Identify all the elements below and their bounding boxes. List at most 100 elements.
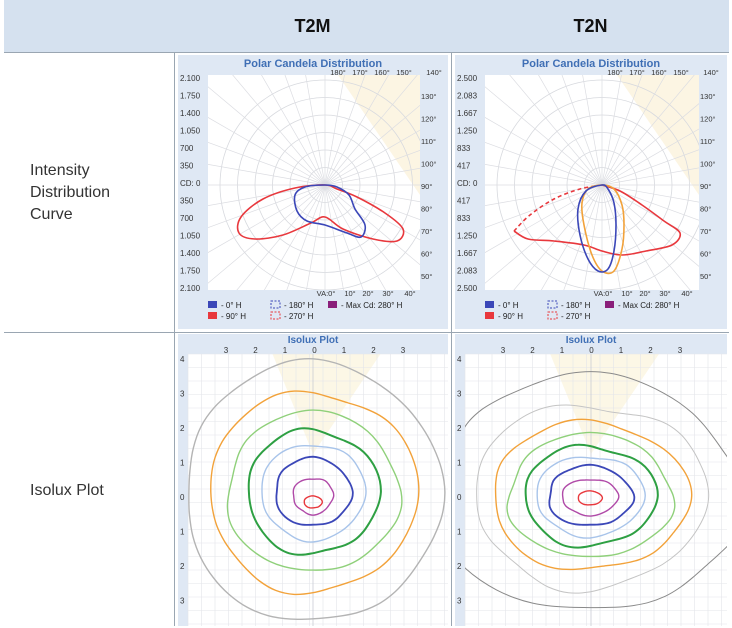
legend-swatch-maxcd — [605, 301, 614, 308]
isolux-left-tick: 2 — [457, 562, 462, 571]
isolux-left-tick: 3 — [457, 390, 462, 399]
polar-angle-label: 70° — [421, 227, 432, 236]
isolux-left-tick: 2 — [457, 424, 462, 433]
polar-legend: - 0° H - 90° H - 180° H - 270° H - Max Cd: 2… — [485, 300, 680, 321]
isolux-left-tick: 1 — [457, 459, 462, 468]
polar-grid-spoke — [485, 184, 603, 253]
intensity-row-label: Intensity Distribution Curve — [4, 160, 174, 226]
polar-grid-spoke — [324, 167, 420, 186]
legend-label-maxcd: - Max Cd: 280° H — [618, 301, 680, 310]
polar-angle-label: 100° — [421, 160, 437, 169]
polar-grid-spoke — [601, 184, 699, 267]
polar-grid-spoke — [563, 184, 603, 290]
polar-grid-spoke — [485, 184, 603, 228]
isolux-left-tick: 0 — [180, 493, 185, 502]
isolux-top-tick: 1 — [619, 346, 624, 355]
row-divider — [4, 52, 729, 53]
polar-grid-spoke — [601, 184, 699, 221]
polar-angle-label: 80° — [421, 205, 432, 214]
polar-angle-label: 170° — [629, 68, 645, 77]
polar-curves — [513, 184, 682, 275]
polar-wash — [338, 75, 420, 195]
isolux-top-tick: 0 — [312, 346, 317, 355]
polar-grid-spoke — [324, 104, 420, 186]
polar-grid-spoke — [601, 184, 621, 290]
isolux-top-tick: 1 — [342, 346, 347, 355]
polar-angle-label: 70° — [700, 227, 711, 236]
polar-tick-label: 2.100 — [180, 284, 201, 293]
polar-grid-spoke — [540, 184, 603, 290]
polar-tick-label: 2.500 — [457, 74, 478, 83]
polar-angle-label: 120° — [700, 115, 716, 124]
comparison-table: T2M T2N Intensity Distribution Curve Iso… — [4, 0, 729, 626]
isolux-left-tick: 1 — [457, 528, 462, 537]
polar-grid-spoke — [583, 184, 603, 290]
polar-grid-spoke — [208, 184, 326, 228]
polar-grid-spoke — [232, 75, 326, 186]
legend-label-maxcd: - Max Cd: 280° H — [341, 301, 403, 310]
polar-angle-label: 30° — [382, 289, 393, 298]
polar-panel-t2n: Polar Candela Distribution 2.500 2.083 1.66… — [455, 55, 727, 329]
polar-tick-label: 1.400 — [180, 249, 201, 258]
polar-grid-spoke — [324, 75, 345, 186]
contour-green — [524, 443, 659, 549]
polar-angle-label: 180° — [330, 68, 346, 77]
polar-grid-spoke — [485, 86, 603, 186]
contour-light-blue — [536, 456, 646, 539]
isolux-top-tick: 3 — [501, 346, 506, 355]
legend-label-270h: - 270° H — [284, 312, 314, 321]
polar-grid-spoke — [601, 184, 699, 242]
legend-label-180h: - 180° H — [284, 301, 314, 310]
isolux-contours — [465, 371, 727, 609]
polar-tick-label: 1.050 — [180, 126, 201, 135]
polar-grid-spoke — [306, 184, 326, 290]
isolux-title: Isolux Plot — [288, 335, 339, 346]
contour-blue — [275, 455, 354, 526]
polar-grid-spoke — [601, 184, 699, 203]
polar-tick-label: 1.250 — [457, 231, 478, 240]
isolux-panel-t2n: Isolux Plot 3 2 1 0 1 2 3 4 3 2 1 0 1 2 3 — [455, 334, 727, 626]
polar-angle-label: 140° — [703, 68, 719, 77]
contour-gray — [188, 358, 446, 621]
polar-grid-spoke — [286, 184, 326, 290]
isolux-top-tick: 3 — [678, 346, 683, 355]
contour-green — [247, 427, 382, 556]
polar-angle-label: 50° — [700, 272, 711, 281]
polar-angle-label: VA:0° — [594, 289, 613, 298]
contour-red — [577, 490, 604, 506]
contour-light-green — [506, 431, 676, 558]
polar-tick-label: 2.083 — [457, 91, 478, 100]
header-t2m: T2M — [294, 16, 331, 36]
isolux-left-tick: 4 — [457, 355, 462, 364]
polar-grid-spoke — [324, 184, 364, 290]
polar-grid-spoke — [324, 75, 389, 186]
polar-grid-spoke — [324, 184, 414, 290]
polar-grid-spoke — [324, 75, 366, 186]
polar-grid-spoke — [208, 164, 326, 186]
isolux-left-tick: 2 — [180, 424, 185, 433]
isolux-wash — [272, 354, 381, 454]
legend-swatch-180h — [547, 300, 558, 309]
polar-grid-spoke — [324, 184, 420, 266]
legend-swatch-90h — [485, 312, 494, 319]
polar-angle-label: 60° — [421, 250, 432, 259]
curve-0h — [576, 184, 617, 273]
isolux-top-tick: 1 — [283, 346, 288, 355]
polar-tick-label: 2.083 — [457, 266, 478, 275]
label-line: Distribution — [30, 184, 111, 201]
polar-grid-spoke — [601, 75, 666, 186]
polar-tick-label: 350 — [180, 196, 194, 205]
isolux-title: Isolux Plot — [566, 335, 617, 346]
polar-grid-spoke — [538, 75, 603, 186]
polar-angle-label: 90° — [421, 182, 432, 191]
contour-light-blue — [261, 444, 367, 543]
isolux-top-tick: 2 — [371, 346, 376, 355]
polar-grid-spoke — [601, 128, 699, 186]
table-header: T2M T2N — [4, 0, 729, 53]
isolux-left-tick: 4 — [180, 355, 185, 364]
legend-swatch-270h — [547, 311, 558, 320]
polar-grid-spoke — [601, 75, 622, 186]
isolux-chart-t2n: Isolux Plot 3 2 1 0 1 2 3 4 3 2 1 0 1 2 3 — [455, 334, 727, 626]
polar-angle-label: 150° — [396, 68, 412, 77]
polar-legend: - 0° H - 90° H - 180° H - 270° H - Max Cd: 2… — [208, 300, 403, 321]
